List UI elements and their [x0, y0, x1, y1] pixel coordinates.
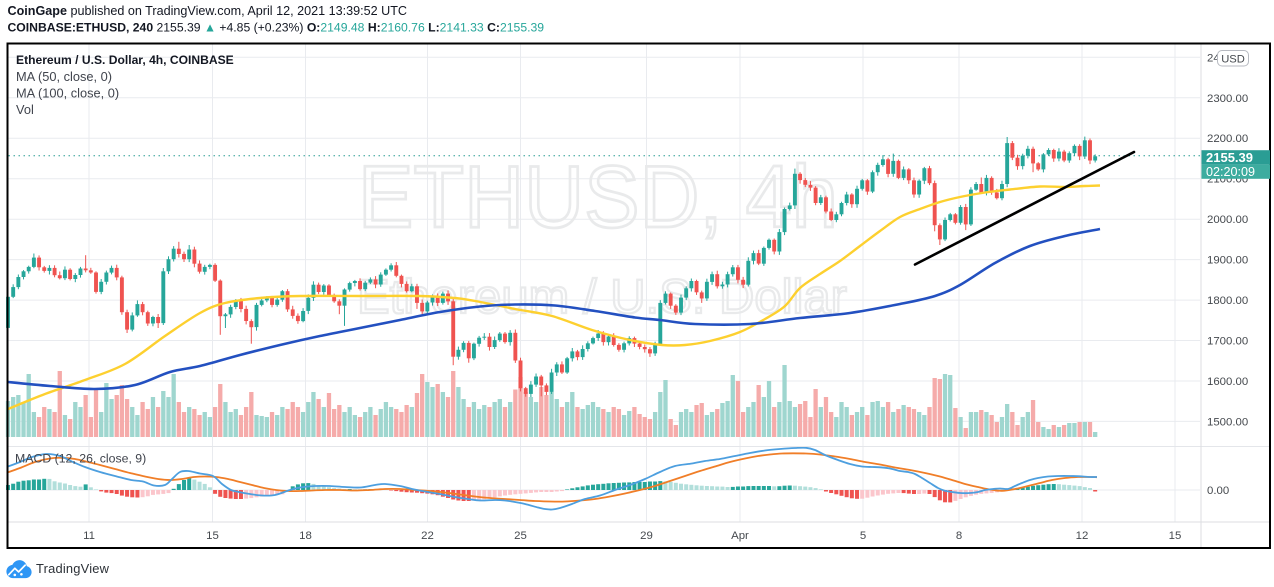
- svg-text:MA (100, close, 0): MA (100, close, 0): [16, 86, 119, 101]
- svg-text:2200.00: 2200.00: [1207, 133, 1248, 145]
- svg-text:25: 25: [514, 530, 527, 542]
- svg-text:ETHUSD, 4h: ETHUSD, 4h: [358, 147, 838, 246]
- svg-text:1500.00: 1500.00: [1207, 416, 1248, 428]
- svg-text:18: 18: [299, 530, 312, 542]
- svg-text:USD: USD: [1221, 53, 1245, 65]
- svg-text:0.00: 0.00: [1207, 485, 1229, 497]
- svg-text:15: 15: [206, 530, 219, 542]
- svg-text:Apr: Apr: [731, 530, 749, 542]
- svg-text:02:20:09: 02:20:09: [1206, 165, 1255, 179]
- svg-text:11: 11: [83, 530, 95, 542]
- svg-text:TradingView: TradingView: [36, 561, 110, 576]
- svg-text:1800.00: 1800.00: [1207, 295, 1248, 307]
- svg-text:1900.00: 1900.00: [1207, 255, 1248, 267]
- svg-text:2000.00: 2000.00: [1207, 214, 1248, 226]
- svg-text:MA (50, close, 0): MA (50, close, 0): [16, 69, 112, 84]
- svg-text:29: 29: [640, 530, 653, 542]
- svg-text:8: 8: [956, 530, 962, 542]
- svg-text:5: 5: [860, 530, 866, 542]
- svg-text:1600.00: 1600.00: [1207, 376, 1248, 388]
- svg-text:Vol: Vol: [16, 102, 34, 117]
- svg-text:12: 12: [1076, 530, 1089, 542]
- svg-text:15: 15: [1169, 530, 1182, 542]
- svg-text:2300.00: 2300.00: [1207, 93, 1248, 105]
- svg-text:COINBASE:ETHUSD, 240 2155.39 ▲: COINBASE:ETHUSD, 240 2155.39 ▲ +4.85 (+0…: [8, 20, 545, 34]
- svg-text:Ethereum / U.S. Dollar, 4h, CO: Ethereum / U.S. Dollar, 4h, COINBASE: [16, 53, 234, 67]
- svg-text:22: 22: [421, 530, 434, 542]
- svg-text:1700.00: 1700.00: [1207, 336, 1248, 348]
- svg-text:2155.39: 2155.39: [1206, 150, 1253, 165]
- svg-text:CoinGape published on TradingV: CoinGape published on TradingView.com, A…: [8, 4, 408, 18]
- svg-text:MACD (12, 26, close, 9): MACD (12, 26, close, 9): [15, 452, 146, 466]
